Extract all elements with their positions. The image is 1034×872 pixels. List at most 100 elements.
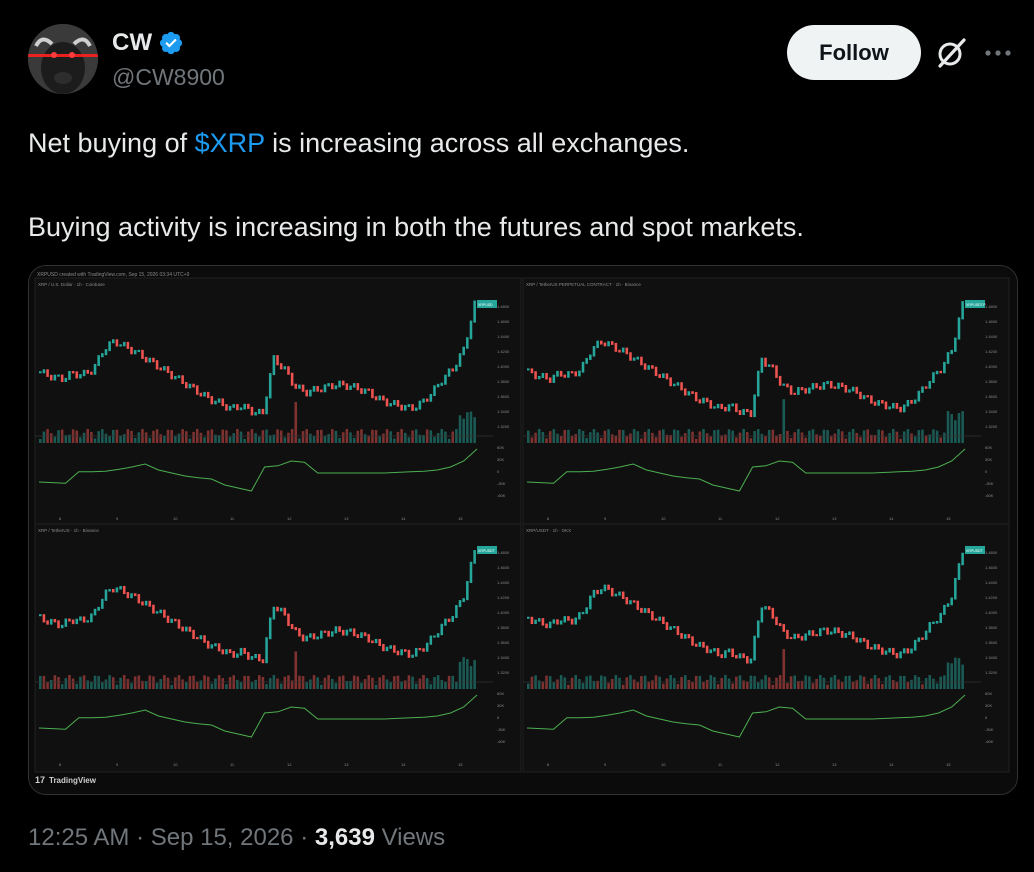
candle — [753, 635, 756, 661]
candle — [596, 589, 599, 595]
candle — [625, 597, 629, 605]
volume-bar — [42, 675, 46, 689]
candle — [581, 611, 585, 615]
price-badge-label: XRPUSD — [478, 303, 493, 307]
volume-bar — [57, 430, 60, 443]
volume-bar — [797, 680, 800, 689]
candle — [75, 618, 79, 625]
candle — [855, 386, 859, 394]
candle — [425, 642, 429, 652]
candle — [334, 385, 338, 390]
volume-bar — [855, 432, 859, 443]
candle — [720, 654, 724, 659]
tweet-media-image[interactable]: XRPUSD created with TradingView.com, Sep… — [28, 265, 1018, 795]
volume-bar — [589, 432, 592, 443]
candle — [527, 616, 530, 619]
author-name[interactable]: CW — [112, 29, 153, 56]
candle — [250, 406, 254, 416]
candle — [537, 618, 541, 622]
candle — [79, 374, 82, 379]
candle — [760, 357, 764, 373]
volume-bar — [811, 683, 815, 689]
candle — [833, 627, 837, 634]
candle — [378, 395, 382, 401]
volume-bar — [385, 679, 389, 689]
candle — [906, 648, 910, 654]
candle — [301, 634, 305, 642]
volume-bar — [749, 438, 753, 443]
candle — [166, 615, 170, 623]
volume-bar — [815, 678, 818, 689]
volume-bar — [195, 681, 199, 689]
grok-icon[interactable] — [934, 36, 968, 70]
candle — [86, 620, 90, 623]
tweet-date[interactable]: Sep 15, 2026 — [150, 824, 294, 851]
avatar[interactable] — [28, 24, 98, 94]
more-icon[interactable] — [984, 44, 1012, 62]
volume-bar — [527, 430, 530, 443]
candle — [902, 404, 906, 413]
candle — [97, 606, 100, 611]
author-name-row[interactable]: CW — [112, 29, 184, 57]
candle — [892, 647, 895, 655]
volume-bar — [414, 683, 418, 689]
volume-bar — [621, 684, 625, 689]
volume-bar — [177, 433, 181, 443]
volume-bar — [800, 432, 804, 443]
x-tick: 14 — [889, 516, 894, 521]
volume-bar — [236, 679, 239, 689]
candle — [917, 390, 921, 402]
tweet-time[interactable]: 12:25 AM — [28, 824, 130, 851]
x-tick: 13 — [832, 762, 837, 767]
delta-tick: 0 — [985, 469, 988, 474]
candle — [367, 388, 371, 391]
candle — [647, 608, 651, 614]
volume-bar — [305, 682, 309, 689]
price-tick: 1.4000 — [497, 364, 510, 369]
candle — [556, 370, 559, 377]
candle — [82, 369, 86, 377]
volume-bar — [950, 663, 953, 689]
candle — [724, 406, 727, 412]
volume-bar — [578, 679, 581, 689]
x-tick: 12 — [775, 762, 780, 767]
candle — [570, 371, 574, 374]
candle — [698, 399, 702, 404]
price-tick: 1.4600 — [497, 565, 510, 570]
volume-bar — [928, 434, 932, 443]
author-handle[interactable]: @CW8900 — [112, 64, 225, 90]
volume-bar — [895, 681, 899, 689]
candle — [228, 405, 232, 411]
candle — [541, 618, 545, 626]
volume-bar — [647, 681, 651, 689]
follow-button[interactable]: Follow — [787, 25, 921, 80]
cashtag-link[interactable]: $XRP — [194, 128, 265, 158]
volume-bar — [855, 680, 859, 689]
volume-bar — [93, 438, 97, 443]
candle — [749, 410, 753, 418]
candle — [39, 371, 42, 374]
candle — [407, 404, 411, 408]
candle — [261, 408, 265, 415]
volume-bar — [429, 684, 433, 689]
candle — [676, 626, 680, 636]
volume-bar — [75, 430, 79, 443]
candle — [654, 618, 658, 621]
candle — [844, 384, 848, 393]
candle — [811, 630, 815, 637]
candle — [126, 341, 130, 349]
candle — [374, 396, 378, 401]
candle — [159, 367, 163, 371]
candle — [716, 648, 720, 657]
volume-bar — [239, 681, 243, 689]
volume-bar — [462, 657, 465, 689]
candle — [691, 391, 694, 394]
volume-bar — [753, 676, 756, 689]
candle — [924, 386, 928, 389]
candle — [444, 618, 447, 626]
cvd-line — [38, 448, 478, 492]
candle — [705, 397, 709, 403]
volume-bar — [786, 682, 789, 689]
volume-bar — [782, 399, 786, 443]
volume-bar — [82, 432, 86, 443]
